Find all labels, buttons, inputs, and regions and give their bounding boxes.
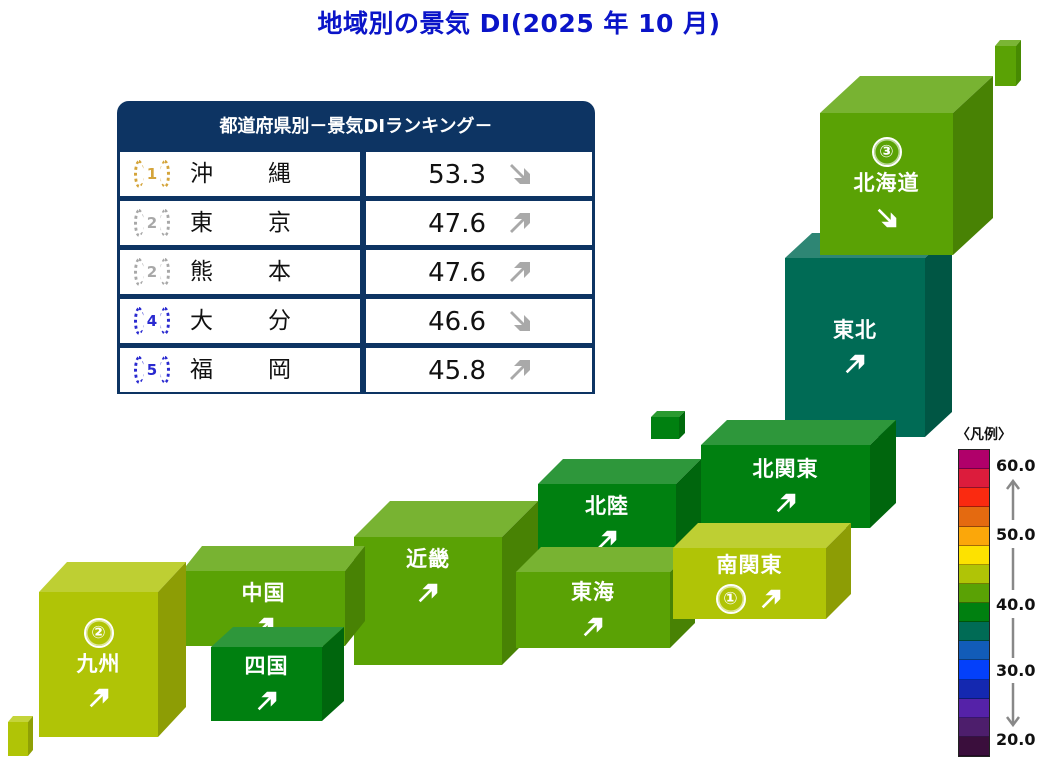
rank-medal-icon: 5 xyxy=(130,352,174,388)
pref-name-first: 福 xyxy=(190,357,213,383)
pref-name-second: 京 xyxy=(268,210,291,236)
page-title: 地域別の景気 DI(2025 年 10 月) xyxy=(317,9,721,38)
trend-up-arrow-icon xyxy=(594,527,620,553)
pref-name-second: 岡 xyxy=(268,357,291,383)
ranking-table: 都道府県別－景気DIランキング－ 1 沖 縄 53.3 2 東 京 47.6 2 熊 本 47.6 4 大… xyxy=(117,101,595,394)
region-name: 東北 xyxy=(833,317,877,342)
legend-swatch xyxy=(959,545,989,565)
legend-swatch xyxy=(959,507,989,527)
region-block-kyushu: ② 九州 xyxy=(39,562,186,737)
pref-name-second: 本 xyxy=(268,259,291,285)
region-name: 東海 xyxy=(571,580,615,605)
region-block-tohoku: 東北 xyxy=(785,233,952,437)
legend-swatch xyxy=(959,488,989,508)
ranking-value-cell: 47.6 xyxy=(366,201,592,245)
trend-up-arrow-icon xyxy=(86,685,112,711)
legend-swatch xyxy=(959,450,989,470)
region-block-minamikanto: 南関東 ① xyxy=(673,523,851,619)
region-block-tokai: 東海 xyxy=(516,547,695,648)
di-value: 46.6 xyxy=(428,307,486,337)
pref-name-first: 熊 xyxy=(190,259,213,285)
ranking-value-cell: 45.8 xyxy=(366,348,592,392)
region-rank-mark: ③ xyxy=(871,137,902,168)
trend-up-arrow-icon xyxy=(758,586,784,612)
legend-swatch xyxy=(959,679,989,699)
rank-medal-icon: 1 xyxy=(130,156,174,192)
trend-up-arrow-icon xyxy=(773,490,799,516)
ranking-value-cell: 46.6 xyxy=(366,299,592,343)
pref-name-first: 沖 xyxy=(190,161,213,187)
di-value: 45.8 xyxy=(428,356,486,386)
di-value: 53.3 xyxy=(428,160,486,190)
trend-down-arrow-icon xyxy=(506,307,534,335)
legend-swatch xyxy=(959,717,989,737)
region-name: 北海道 xyxy=(853,171,920,196)
legend-tick-30: 30.0 xyxy=(996,661,1036,680)
trend-up-arrow-icon xyxy=(506,209,534,237)
legend-tick-50: 50.0 xyxy=(996,525,1036,544)
region-block-kitakanto: 北関東 xyxy=(701,420,896,528)
ranking-row: 1 沖 縄 53.3 xyxy=(120,152,592,196)
pref-name-second: 縄 xyxy=(268,161,291,187)
region-name: 近畿 xyxy=(406,547,450,571)
trend-up-arrow-icon xyxy=(580,614,606,640)
legend-swatch xyxy=(959,469,989,489)
di-value: 47.6 xyxy=(428,209,486,239)
trend-down-arrow-icon xyxy=(506,160,534,188)
ranking-heading: 都道府県別－景気DIランキング－ xyxy=(219,116,493,137)
ranking-value-cell: 53.3 xyxy=(366,152,592,196)
pref-name-second: 分 xyxy=(268,308,291,334)
region-name: 北陸 xyxy=(585,494,629,518)
region-name: 南関東 xyxy=(716,552,783,577)
legend-swatch xyxy=(959,564,989,584)
region-rank-mark: ② xyxy=(83,617,114,648)
legend-title: 〈凡例〉 xyxy=(956,427,1012,443)
ranking-row: 5 福 岡 45.8 xyxy=(120,348,592,392)
region-block-hokkaido: ③ 北海道 xyxy=(820,76,993,255)
rank-medal-icon: 2 xyxy=(130,205,174,241)
trend-up-arrow-icon xyxy=(254,688,280,714)
region-name: 北関東 xyxy=(752,456,819,481)
di-value: 47.6 xyxy=(428,258,486,288)
trend-down-arrow-icon xyxy=(874,205,900,231)
region-rank-mark: ① xyxy=(715,584,746,615)
pref-name-first: 東 xyxy=(190,210,213,236)
legend-tick-60: 60.0 xyxy=(996,456,1036,475)
trend-up-arrow-icon xyxy=(415,580,441,606)
ranking-row: 2 熊 本 47.6 xyxy=(120,250,592,294)
legend-tick-40: 40.0 xyxy=(996,595,1036,614)
ranking-row: 4 大 分 46.6 xyxy=(120,299,592,343)
legend-swatch xyxy=(959,736,989,756)
legend-swatch xyxy=(959,603,989,623)
legend-swatch xyxy=(959,622,989,642)
region-name: 四国 xyxy=(244,654,289,679)
legend-swatch xyxy=(959,583,989,603)
legend-range-arrow xyxy=(1006,478,1020,728)
region-block-kinki: 近畿 xyxy=(354,501,538,665)
legend-swatch xyxy=(959,698,989,718)
legend-swatch xyxy=(959,526,989,546)
rank-medal-icon: 4 xyxy=(130,303,174,339)
legend-swatch xyxy=(959,660,989,680)
pref-name-first: 大 xyxy=(190,308,213,334)
region-name: 九州 xyxy=(76,651,121,676)
region-name: 中国 xyxy=(241,581,286,605)
trend-up-arrow-icon xyxy=(842,351,868,377)
ranking-row: 2 東 京 47.6 xyxy=(120,201,592,245)
region-block-shikoku: 四国 xyxy=(211,627,344,721)
legend-swatch xyxy=(959,641,989,661)
trend-up-arrow-icon xyxy=(506,258,534,286)
rank-medal-icon: 2 xyxy=(130,254,174,290)
legend-tick-20: 20.0 xyxy=(996,730,1036,749)
trend-up-arrow-icon xyxy=(506,356,534,384)
legend-colorbar xyxy=(958,449,990,757)
region-block-hokuriku: 北陸 xyxy=(538,459,701,557)
ranking-value-cell: 47.6 xyxy=(366,250,592,294)
